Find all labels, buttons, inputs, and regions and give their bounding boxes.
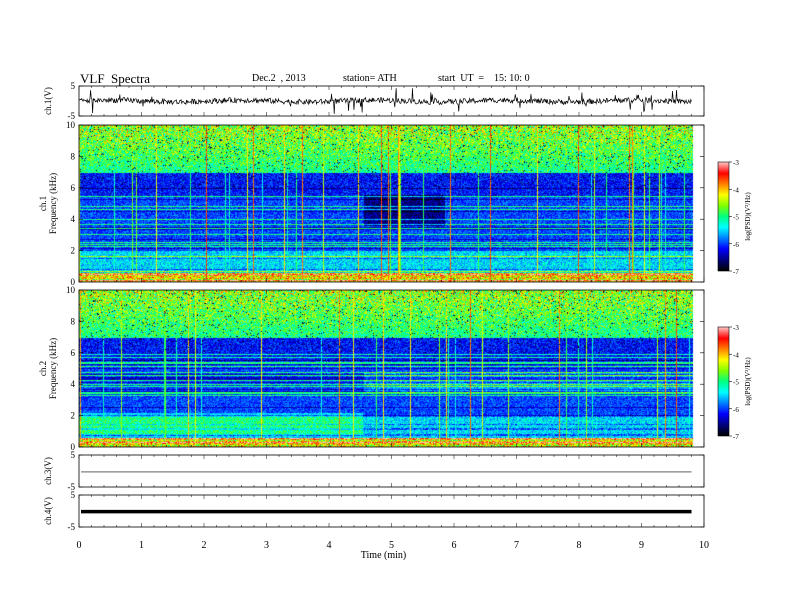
ch1-spectrogram-colorbar-label: log(PSD)(V²/Hz)	[744, 192, 752, 241]
ch4-ytick-label: 5	[71, 490, 76, 500]
x-tick-label: 0	[77, 540, 82, 551]
date-label: Dec.2 , 2013	[252, 73, 306, 84]
ch1-spectrogram-ytick-label: 0	[71, 277, 76, 287]
ch2-spectrogram-ylabel: Frequency (kHz)	[48, 338, 58, 399]
ch1-spectrogram-image	[79, 125, 704, 282]
ch2-spectrogram-image	[79, 290, 704, 447]
ch2-spectrogram-ylabel: ch.2	[38, 361, 48, 376]
ch1-spectrogram-colorbar-tick-label: -4	[733, 186, 739, 194]
x-tick-label: 6	[452, 540, 457, 551]
x-axis-label: Time (min)	[361, 550, 406, 561]
ch1-spectrogram-colorbar-tick-label: -6	[733, 241, 739, 249]
ch1-spectrogram-ytick-label: 6	[71, 183, 76, 193]
ch1-spectrogram-colorbar-tick-label: -5	[733, 214, 739, 222]
station-label: station= ATH	[343, 73, 397, 84]
ch3-ylabel: ch.3(V)	[43, 457, 53, 485]
ch1-spectrogram-ytick-label: 4	[71, 214, 76, 224]
ch3-ytick-label: 5	[71, 450, 76, 460]
ch3-frame	[78, 454, 705, 488]
ch1-ylabel: ch.1(V)	[43, 87, 53, 115]
waveform-traces	[78, 88, 692, 514]
ch2-spectrogram-ytick-label: 10	[66, 285, 76, 295]
ch1-spectrogram-ytick-label: 10	[66, 120, 76, 130]
ch1-spectrogram-colorbar-tick-label: -7	[733, 268, 739, 276]
figure-title: VLF Spectra	[80, 71, 151, 86]
x-tick-label: 8	[577, 540, 582, 551]
x-tick-label: 3	[264, 540, 269, 551]
ch2-spectrogram-ytick-label: 0	[71, 442, 76, 452]
ch1-frame	[78, 85, 705, 117]
ch3-ytick-label: -5	[68, 482, 76, 492]
ch2-spectrogram-colorbar-tick-label: -3	[733, 324, 739, 332]
ch2-spectrogram-ytick-label: 2	[71, 411, 76, 421]
ch1-spectrogram-ytick-label: 8	[71, 151, 76, 161]
ch2-spectrogram-colorbar-tick-label: -4	[733, 351, 739, 359]
ch1-spectrogram-colorbar	[718, 162, 729, 271]
ch2-spectrogram-colorbar	[718, 327, 729, 436]
ch2-spectrogram-colorbar-tick-label: -7	[733, 433, 739, 441]
ch1-spectrogram-ylabel: ch.1	[38, 196, 48, 211]
ch4-ylabel: ch.4(V)	[43, 497, 53, 525]
ch1-trace	[78, 88, 692, 114]
x-tick-label: 4	[327, 540, 332, 551]
panel-frames	[78, 85, 732, 528]
ch1-ytick-label: -5	[68, 111, 76, 121]
start-time-label: start UT = 15: 10: 0	[438, 73, 530, 84]
ch1-spectrogram-ylabel: Frequency (kHz)	[48, 173, 58, 234]
x-tick-label: 2	[202, 540, 207, 551]
x-tick-label: 1	[139, 540, 144, 551]
ch1-spectrogram-colorbar-tick-label: -3	[733, 159, 739, 167]
axis-labels: -3 -4 -5 -6 -7 log(PSD)(V²/Hz) -3 -4 -5 -6 -7 log(P…	[38, 81, 752, 561]
ch4-ytick-label: -5	[68, 522, 76, 532]
ch2-spectrogram-colorbar-tick-label: -6	[733, 406, 739, 414]
ch2-spectrogram-colorbar-label: log(PSD)(V²/Hz)	[744, 357, 752, 406]
x-tick-label: 9	[639, 540, 644, 551]
ch1-ytick-label: 5	[71, 81, 76, 91]
ch2-spectrogram-ytick-label: 6	[71, 348, 76, 358]
x-tick-label: 5	[389, 540, 394, 551]
spectrogram-images	[79, 125, 729, 447]
ch2-spectrogram-ytick-label: 8	[71, 316, 76, 326]
ch2-spectrogram-colorbar-tick-label: -5	[733, 379, 739, 387]
ch2-spectrogram-ytick-label: 4	[71, 379, 76, 389]
x-tick-label: 7	[514, 540, 519, 551]
ch1-spectrogram-ytick-label: 2	[71, 246, 76, 256]
x-tick-label: 10	[699, 540, 709, 551]
